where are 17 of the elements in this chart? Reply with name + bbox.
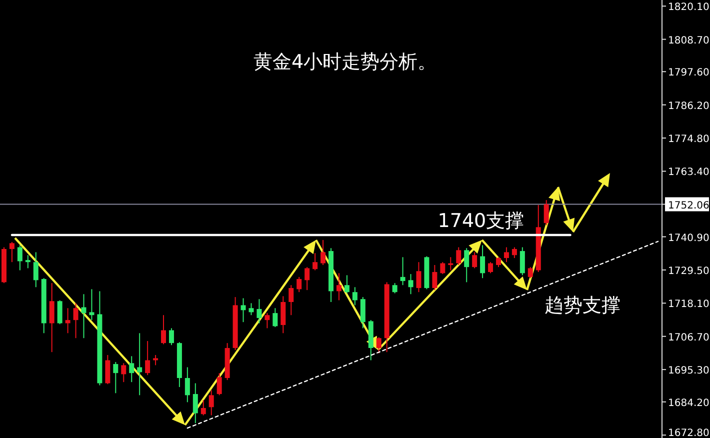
y-tick-label: 1672.80 xyxy=(668,428,710,438)
y-tick-label: 1774.80 xyxy=(668,134,710,146)
series-label: 1740支撑 xyxy=(438,210,524,232)
y-tick-label: 1797.60 xyxy=(668,68,710,79)
y-tick-label: 1740.90 xyxy=(668,232,710,244)
y-tick-label: 1695.30 xyxy=(668,366,710,377)
y-tick-label: 1820.10 xyxy=(668,2,710,14)
y-tick-label: 1718.10 xyxy=(668,299,710,310)
y-tick-label: 1763.40 xyxy=(668,167,710,178)
y-tick-label: 1752.06 xyxy=(668,200,710,212)
y-tick-label: 1786.20 xyxy=(668,100,710,112)
text: 黄金4小时走势分析。 xyxy=(253,51,437,73)
y-tick-label: 1729.50 xyxy=(668,266,710,277)
y-tick-label: 1684.20 xyxy=(668,398,710,409)
y-tick-label: 1808.70 xyxy=(668,35,710,46)
y-tick-label: 1706.70 xyxy=(668,332,710,344)
series-label: 趋势支撑 xyxy=(544,294,621,316)
